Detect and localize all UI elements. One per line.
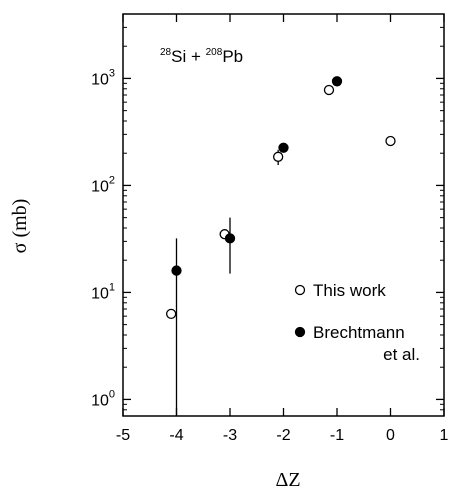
y-tick-label: 100	[91, 388, 115, 409]
x-tick-label: -1	[330, 427, 344, 444]
legend-label-this-work: This work	[313, 281, 386, 300]
legend-label-brechtmann-line1: Brechtmann	[313, 323, 405, 342]
data-point-brechtmann	[224, 233, 236, 244]
x-tick-label: -5	[116, 427, 130, 444]
ticks-layer: -5 -4 -3 -2 -1 0 1 100 101 102 103	[91, 13, 449, 444]
data-point-this-work	[323, 84, 335, 96]
y-tick-label: 101	[91, 281, 115, 302]
data-point-brechtmann	[171, 265, 182, 276]
reaction-annotation: 28Si + 208Pb	[160, 47, 243, 66]
data-point-this-work	[165, 308, 177, 320]
y-tick-label: 102	[91, 174, 115, 195]
data-point-brechtmann	[331, 76, 343, 87]
y-tick-label: 103	[91, 67, 115, 88]
x-tick-label: 1	[440, 427, 449, 444]
annot-mass-2: 208	[206, 47, 223, 58]
legend-filled-circle-icon	[294, 326, 306, 338]
y-axis-title: σ (mb)	[9, 199, 31, 254]
marks-layer	[165, 76, 396, 416]
annot-el-2: Pb	[222, 47, 243, 66]
data-point-this-work	[385, 135, 396, 147]
x-tick-label: -4	[169, 427, 183, 444]
x-tick-label: -3	[223, 427, 237, 444]
data-point-brechtmann	[278, 142, 289, 153]
annot-el-1: Si +	[171, 47, 206, 66]
x-tick-label: -2	[276, 427, 290, 444]
annot-mass-1: 28	[160, 47, 172, 58]
x-axis-title: ΔZ	[275, 469, 300, 491]
legend-open-circle-icon	[294, 284, 306, 296]
legend-label-brechtmann-line2: et al.	[383, 345, 420, 364]
x-tick-label: 0	[386, 427, 395, 444]
data-point-this-work	[272, 151, 284, 162]
legend: This work Brechtmann et al.	[294, 281, 420, 364]
